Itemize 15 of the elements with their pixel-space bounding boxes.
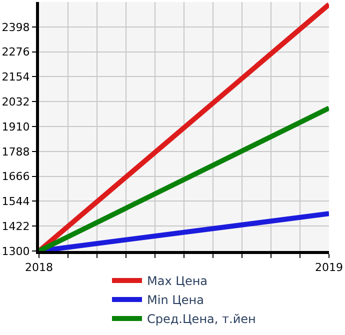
y-tick-label: 2398: [2, 20, 30, 34]
x-tick-label: 2018: [25, 261, 53, 274]
y-tick-label: 1544: [2, 195, 30, 208]
y-tick-label: 1910: [2, 120, 30, 134]
y-tick-label: 1300: [2, 244, 30, 258]
legend-label: Max Цена: [147, 274, 208, 288]
legend-label: Min Цена: [147, 293, 204, 308]
y-tick-label: 2276: [2, 46, 30, 59]
x-tick-label: 2019: [315, 261, 343, 274]
legend-label: Сред.Цена, т.йен: [147, 312, 256, 326]
y-tick-label: 1666: [2, 170, 30, 184]
y-tick-label: 2154: [2, 70, 30, 84]
y-tick-label: 1422: [2, 220, 30, 233]
y-tick-label: 1788: [2, 145, 30, 158]
y-tick-label: 2032: [2, 95, 30, 108]
